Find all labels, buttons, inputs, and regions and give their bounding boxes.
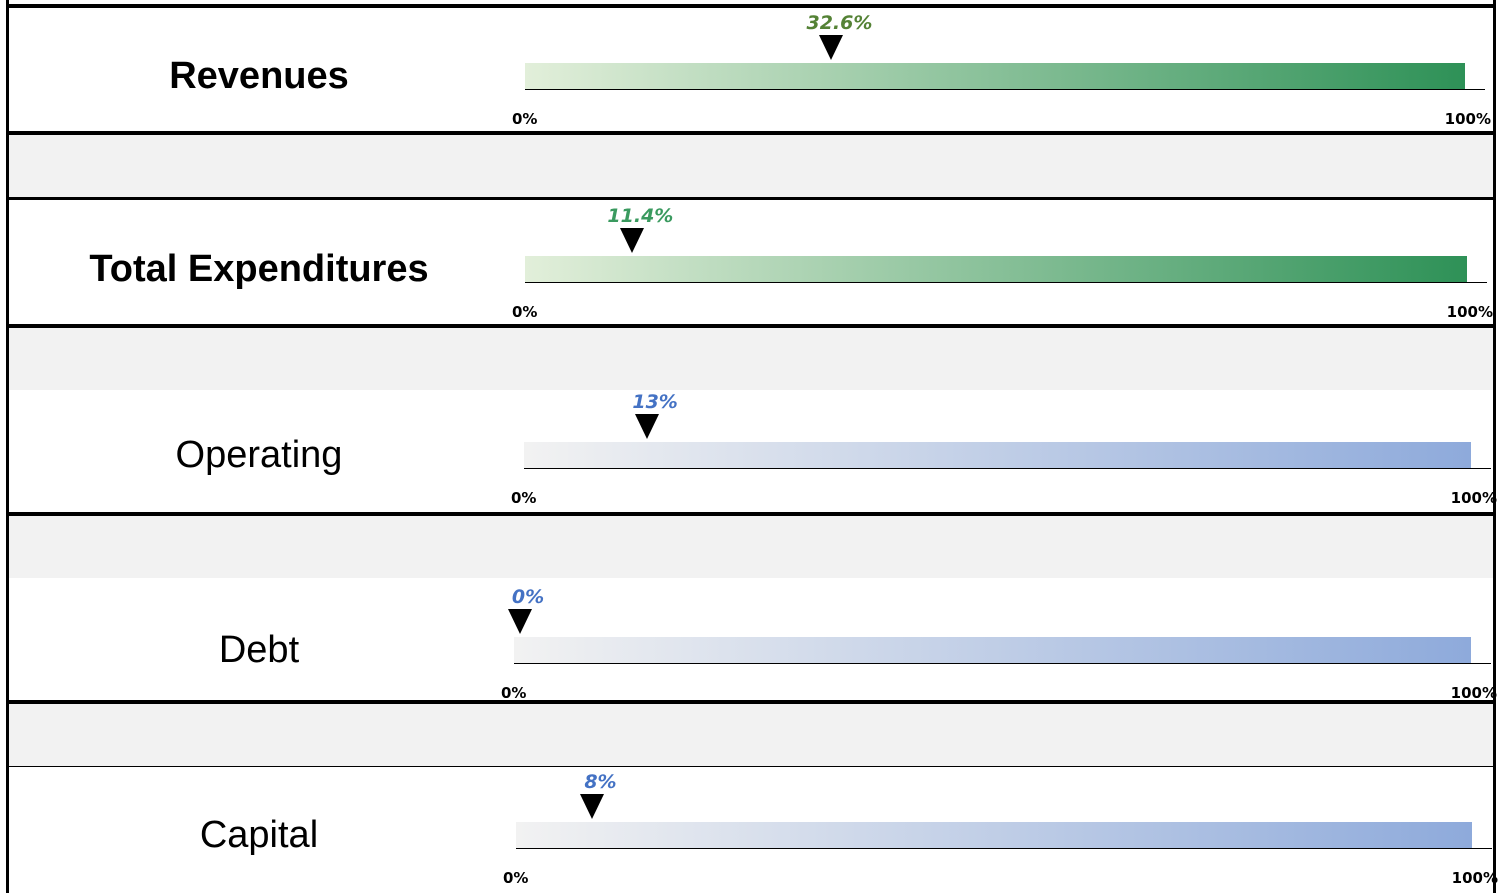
min-tick-label: 0% xyxy=(501,684,527,702)
gradient-bar-capital xyxy=(516,822,1472,848)
gradient-bar-total-expenditures xyxy=(525,256,1467,282)
spacer-band xyxy=(9,516,1493,578)
baseline-operating xyxy=(524,468,1491,469)
row-revenues: Revenues 0% 100% 32.6% xyxy=(9,8,1493,134)
label-total-expenditures: Total Expenditures xyxy=(89,248,429,290)
spacer-band xyxy=(9,328,1493,390)
min-tick-label: 0% xyxy=(512,303,538,321)
row-debt: Debt 0% 100% 0% xyxy=(9,576,1497,702)
row-divider xyxy=(6,4,1496,8)
min-tick-label: 0% xyxy=(512,110,538,128)
max-tick-label: 100% xyxy=(1450,684,1497,702)
max-tick-label: 100% xyxy=(1451,869,1498,887)
chart-frame xyxy=(6,0,1496,893)
value-marker-debt xyxy=(508,609,532,634)
gradient-bar-revenues xyxy=(525,63,1465,89)
min-tick-label: 0% xyxy=(503,869,529,887)
row-capital: Capital 0% 100% 8% xyxy=(9,768,1498,894)
value-marker-total-expenditures xyxy=(620,228,645,253)
baseline-capital xyxy=(516,848,1492,849)
value-marker-operating xyxy=(635,414,660,439)
value-marker-revenues xyxy=(819,35,844,60)
label-debt: Debt xyxy=(218,629,300,671)
value-label-total-expenditures: 11.4% xyxy=(607,205,674,227)
row-total-expenditures: Total Expenditures 0% 100% 11.4% xyxy=(9,201,1493,327)
row-divider xyxy=(6,324,1496,328)
gradient-bar-operating xyxy=(524,442,1471,468)
row-operating: Operating 0% 100% 13% xyxy=(9,388,1497,514)
baseline-total-expenditures xyxy=(525,282,1487,283)
max-tick-label: 100% xyxy=(1450,489,1497,507)
value-label-capital: 8% xyxy=(584,771,617,793)
row-divider xyxy=(6,700,1496,704)
min-tick-label: 0% xyxy=(511,489,537,507)
row-divider xyxy=(6,131,1496,135)
label-capital: Capital xyxy=(199,814,319,856)
value-label-operating: 13% xyxy=(632,391,678,413)
spacer-band xyxy=(9,135,1493,197)
value-marker-capital xyxy=(580,794,605,819)
baseline-revenues xyxy=(525,89,1485,90)
spacer-band xyxy=(9,704,1493,766)
value-label-debt: 0% xyxy=(511,586,545,608)
value-label-revenues: 32.6% xyxy=(806,12,873,34)
baseline-debt xyxy=(514,663,1491,664)
row-divider xyxy=(6,196,1496,200)
label-revenues: Revenues xyxy=(169,55,349,97)
max-tick-label: 100% xyxy=(1446,303,1493,321)
label-operating: Operating xyxy=(175,434,343,476)
row-divider xyxy=(6,512,1496,516)
gradient-bar-debt xyxy=(514,637,1471,663)
max-tick-label: 100% xyxy=(1444,110,1491,128)
